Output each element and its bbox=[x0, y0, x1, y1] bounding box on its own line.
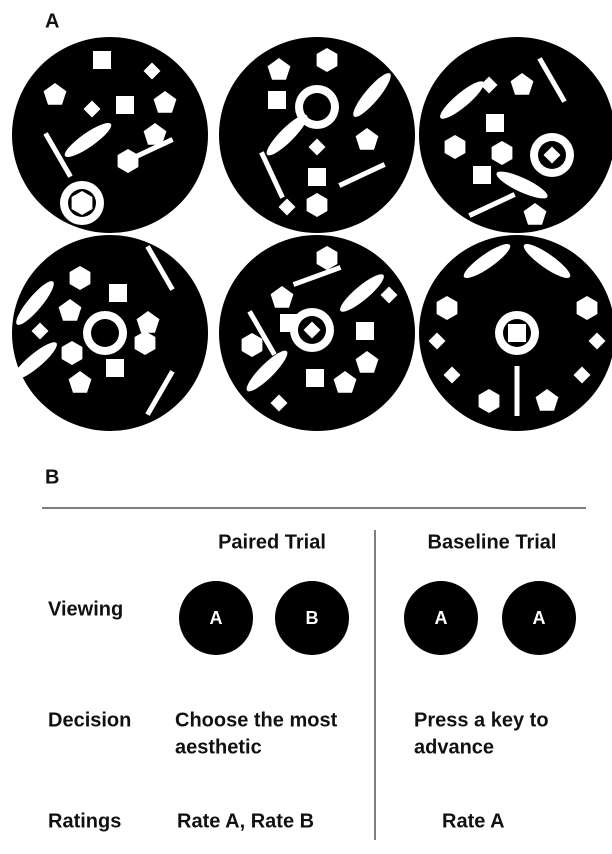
row-label: Ratings bbox=[48, 810, 121, 832]
figure: A bbox=[0, 0, 612, 854]
cell-text: advance bbox=[414, 736, 494, 758]
stimulus bbox=[12, 37, 208, 233]
stimulus-label: A bbox=[533, 608, 546, 628]
cell-text: Choose the most bbox=[175, 709, 338, 731]
shape bbox=[308, 168, 326, 186]
cell-text: Rate A bbox=[442, 810, 505, 832]
stimulus-label: A bbox=[435, 608, 448, 628]
cell-text: Rate A, Rate B bbox=[177, 810, 314, 832]
stimulus bbox=[219, 37, 415, 233]
shape bbox=[508, 324, 526, 342]
shape bbox=[515, 366, 520, 416]
shape bbox=[268, 91, 286, 109]
shape bbox=[109, 284, 127, 302]
stimulus bbox=[9, 235, 208, 431]
disc bbox=[419, 37, 612, 233]
cell-text: aesthetic bbox=[175, 736, 262, 758]
panel-label: B bbox=[45, 466, 59, 488]
shape bbox=[116, 96, 134, 114]
stimulus-label: A bbox=[210, 608, 223, 628]
column-header: Baseline Trial bbox=[428, 531, 557, 553]
shape bbox=[473, 166, 491, 184]
stimulus-label: B bbox=[306, 608, 319, 628]
shape bbox=[106, 359, 124, 377]
shape bbox=[356, 322, 374, 340]
panel-label: A bbox=[45, 10, 59, 32]
row-label: Decision bbox=[48, 709, 131, 731]
row-label: Viewing bbox=[48, 598, 123, 620]
column-header: Paired Trial bbox=[218, 531, 326, 553]
shape bbox=[93, 51, 111, 69]
shape bbox=[83, 311, 127, 355]
stimulus bbox=[419, 235, 612, 431]
shape bbox=[486, 114, 504, 132]
shape bbox=[306, 369, 324, 387]
stimulus bbox=[419, 37, 612, 233]
stimulus bbox=[219, 235, 415, 431]
cell-text: Press a key to bbox=[414, 709, 549, 731]
